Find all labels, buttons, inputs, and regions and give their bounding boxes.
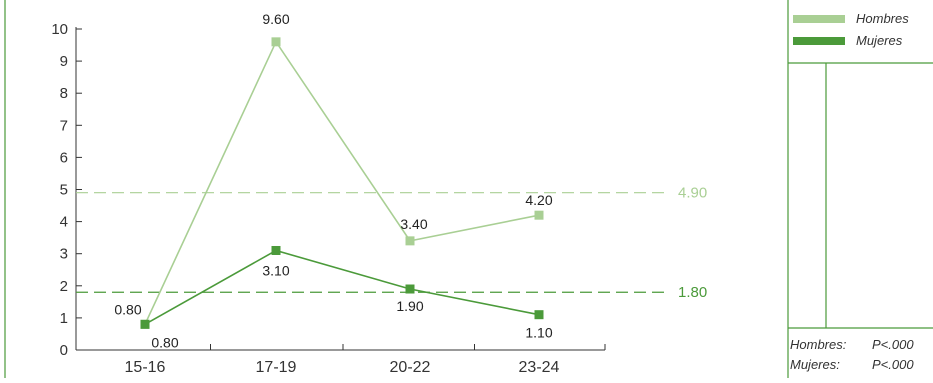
y-tick-label: 2 — [60, 278, 68, 295]
note-value-hombres: P<.000 — [872, 337, 914, 352]
y-tick-label: 7 — [60, 117, 68, 134]
data-label-mujeres: 1.10 — [525, 325, 552, 341]
legend-swatch-mujeres — [793, 37, 845, 45]
data-label-mujeres: 0.80 — [151, 334, 178, 350]
data-point-mujeres — [140, 319, 150, 329]
legend-label-hombres: Hombres — [856, 11, 909, 26]
y-tick-label: 1 — [60, 310, 68, 327]
reference-lines: 4.90 1.80 — [76, 185, 707, 301]
y-tick-label: 5 — [60, 182, 68, 199]
note-label-mujeres: Mujeres: — [790, 357, 840, 372]
y-tick-label: 9 — [60, 53, 68, 70]
axes: 0 1 2 3 4 5 6 7 8 9 10 15-16 17-19 20-22 23-24 — [51, 21, 606, 376]
y-tick-label: 8 — [60, 85, 68, 102]
data-point-mujeres — [271, 245, 281, 255]
data-point-hombres — [271, 37, 281, 47]
data-label-hombres: 9.60 — [262, 11, 289, 27]
legend-swatch-hombres — [793, 15, 845, 23]
x-tick-label: 20-22 — [390, 359, 431, 376]
y-tick-label: 4 — [60, 214, 68, 231]
data-point-mujeres — [534, 310, 544, 320]
note-label-hombres: Hombres: — [790, 337, 847, 352]
series — [140, 37, 544, 329]
reference-label-hombres: 4.90 — [678, 185, 707, 202]
x-tick-label: 23-24 — [519, 359, 560, 376]
data-label-mujeres: 1.90 — [396, 298, 423, 314]
y-tick-label: 6 — [60, 149, 68, 166]
y-tick-label: 0 — [60, 342, 68, 359]
x-tick-label: 15-16 — [125, 359, 166, 376]
series-line-hombres — [144, 40, 540, 325]
note-value-mujeres: P<.000 — [872, 357, 914, 372]
data-label-hombres: 0.80 — [114, 301, 141, 317]
y-tick-label: 10 — [51, 21, 68, 38]
data-point-hombres — [534, 210, 544, 220]
y-tick-label: 3 — [60, 246, 68, 263]
data-label-mujeres: 3.10 — [262, 262, 289, 278]
data-point-hombres — [405, 236, 415, 246]
legend-label-mujeres: Mujeres — [856, 33, 903, 48]
data-labels: 0.80 9.60 3.40 4.20 0.80 3.10 1.90 1.10 — [114, 11, 552, 350]
data-label-hombres: 4.20 — [525, 192, 552, 208]
legend: Hombres Mujeres — [793, 11, 909, 48]
data-point-mujeres — [405, 284, 415, 294]
data-label-hombres: 3.40 — [400, 216, 427, 232]
reference-label-mujeres: 1.80 — [678, 284, 707, 301]
x-tick-label: 17-19 — [256, 359, 297, 376]
series-line-mujeres — [144, 249, 540, 326]
significance-notes: Hombres: P<.000 Mujeres: P<.000 — [790, 337, 914, 372]
